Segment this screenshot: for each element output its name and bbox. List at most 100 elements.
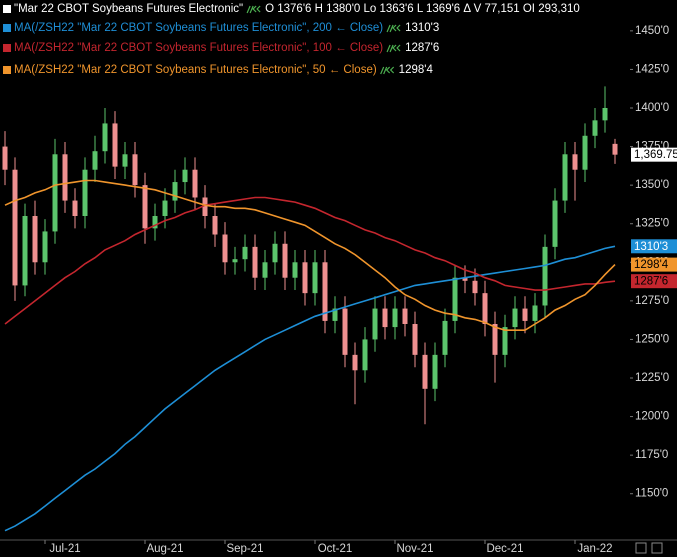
ma-tag-box <box>631 239 677 254</box>
ma-tag: 1298'4 <box>634 259 669 271</box>
candle-body <box>332 308 338 321</box>
ma-line <box>4 196 616 325</box>
plot-area <box>2 86 618 532</box>
y-tick-label: 1175'0 <box>635 449 668 461</box>
candle-body <box>402 308 408 324</box>
candle-body <box>272 243 278 263</box>
candle-body <box>472 280 478 294</box>
candle-body <box>112 123 118 167</box>
x-tick-label: Sep-21 <box>226 543 263 555</box>
candle-body <box>292 262 298 278</box>
candle-body <box>192 169 198 198</box>
legend-entry: MA(/ZSH22 "Mar 22 CBOT Soybeans Futures … <box>14 64 377 76</box>
x-tick-label: Oct-21 <box>318 543 353 555</box>
candle-body <box>492 324 498 355</box>
candle-body <box>522 308 528 321</box>
ma-tag-box <box>631 257 677 272</box>
legend-value: 1287'6 <box>405 42 439 54</box>
candle-body <box>162 200 168 216</box>
ma-line <box>4 245 616 532</box>
candle-body <box>482 293 488 324</box>
ma-line <box>4 179 616 331</box>
price-tag: 1,369.75 <box>634 149 677 161</box>
candle-body <box>592 120 598 136</box>
legend-value: 1310'3 <box>405 22 439 34</box>
legend-swatch <box>3 24 11 32</box>
candle-body <box>362 339 368 371</box>
candle-body <box>442 320 448 355</box>
candle-body <box>322 262 328 321</box>
candle-body <box>542 246 548 306</box>
legend-swatch <box>3 5 11 13</box>
legend-title: "Mar 22 CBOT Soybeans Futures Electronic… <box>14 3 243 15</box>
candle-body <box>452 277 458 321</box>
candle-body <box>22 216 28 286</box>
x-tick-label: Jan-22 <box>577 543 612 555</box>
candle-body <box>302 262 308 294</box>
ma-tag-box <box>631 274 677 289</box>
legend-entry: MA(/ZSH22 "Mar 22 CBOT Soybeans Futures … <box>14 42 383 54</box>
candle-body <box>262 262 268 278</box>
zoom-control <box>651 542 663 554</box>
candle-body <box>462 277 468 281</box>
candle-body <box>82 169 88 216</box>
quote: O 1376'6 H 1380'0 Lo 1363'6 L 1369'6 Δ V… <box>265 3 580 15</box>
candle-body <box>232 259 238 263</box>
candle-body <box>372 308 378 340</box>
y-tick-label: 1350'0 <box>635 179 669 191</box>
y-tick-label: 1400'0 <box>635 102 669 114</box>
candle-body <box>392 308 398 328</box>
candle-body <box>552 200 558 247</box>
candle-body <box>602 108 608 121</box>
y-tick-label: 1325'0 <box>635 218 669 230</box>
candle-body <box>92 151 98 170</box>
y-tick-label: 1275'0 <box>635 295 669 307</box>
candle-body <box>512 308 518 328</box>
x-tick-label: Nov-21 <box>396 543 433 555</box>
candle-body <box>122 154 128 167</box>
candle-body <box>352 354 358 371</box>
candle-body <box>412 324 418 355</box>
candle-body <box>172 182 178 201</box>
candle-body <box>182 169 188 183</box>
candle-body <box>502 327 508 355</box>
candle-body <box>102 123 108 152</box>
candle-body <box>62 154 68 201</box>
candle-body <box>222 234 228 263</box>
candle-body <box>532 305 538 321</box>
candle-body <box>282 243 288 278</box>
y-tick-label: 1150'0 <box>635 488 668 500</box>
x-tick-label: Jul-21 <box>49 543 80 555</box>
price-tag-box <box>631 147 677 162</box>
legend-swatch <box>3 66 11 74</box>
y-tick-label: 1200'0 <box>635 411 669 423</box>
candle-body <box>382 308 388 328</box>
y-tick-label: 1450'0 <box>635 25 669 37</box>
legend-swatch <box>3 44 11 52</box>
study-icon <box>386 44 401 53</box>
y-tick-label: 1225'0 <box>635 372 669 384</box>
candle-body <box>242 246 248 260</box>
legend-value: 1298'4 <box>399 64 434 76</box>
y-tick-label: 1425'0 <box>635 63 669 75</box>
candle-body <box>612 143 618 155</box>
candle-body <box>252 246 258 278</box>
zoom-control <box>635 542 647 554</box>
candle-body <box>202 197 208 216</box>
candle-body <box>582 135 588 170</box>
x-tick-label: Aug-21 <box>146 543 183 555</box>
candle-body <box>42 231 48 263</box>
candle-body <box>152 216 158 229</box>
candle-body <box>52 154 58 232</box>
ma-tag: 1310'3 <box>634 241 668 253</box>
candle-body <box>342 308 348 355</box>
x-tick-label: Dec-21 <box>486 543 523 555</box>
candle-body <box>2 146 8 170</box>
candle-body <box>432 354 438 389</box>
candle-body <box>562 154 568 201</box>
candle-body <box>422 354 428 389</box>
study-icon <box>380 66 395 75</box>
